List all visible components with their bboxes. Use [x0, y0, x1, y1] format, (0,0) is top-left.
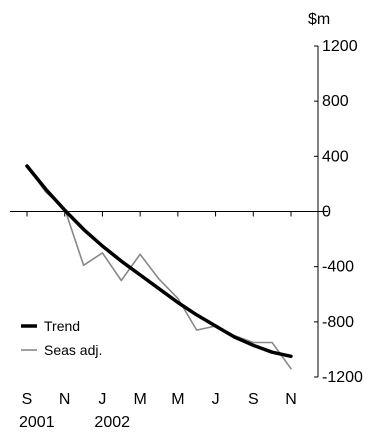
- y-tick-label: -800: [322, 314, 354, 331]
- unit-label: $m: [308, 11, 330, 28]
- y-tick-label: -1200: [322, 369, 363, 386]
- y-tick-label: 800: [322, 93, 349, 110]
- x-tick-label: J: [98, 391, 106, 408]
- y-tick-label: -400: [322, 259, 354, 276]
- y-tick-label: 1200: [322, 38, 358, 55]
- x-tick-label: S: [22, 391, 33, 408]
- x-tick-label: N: [285, 391, 297, 408]
- x-year-label: 2001: [19, 414, 55, 431]
- x-tick-label: S: [248, 391, 259, 408]
- x-tick-label: M: [171, 391, 184, 408]
- x-year-label: 2002: [94, 414, 130, 431]
- trend-series-line: [25, 164, 293, 359]
- legend-label: Trend: [44, 318, 80, 334]
- x-tick-label: J: [212, 391, 220, 408]
- legend: Trend Seas adj.: [21, 318, 102, 358]
- y-tick-label: 0: [322, 204, 331, 221]
- x-tick-label: M: [133, 391, 146, 408]
- series-group: [25, 164, 293, 370]
- legend-label: Seas adj.: [44, 342, 102, 358]
- y-tick-label: 400: [322, 148, 349, 165]
- seas-adj-series-line: [26, 165, 292, 370]
- x-tick-label: N: [59, 391, 71, 408]
